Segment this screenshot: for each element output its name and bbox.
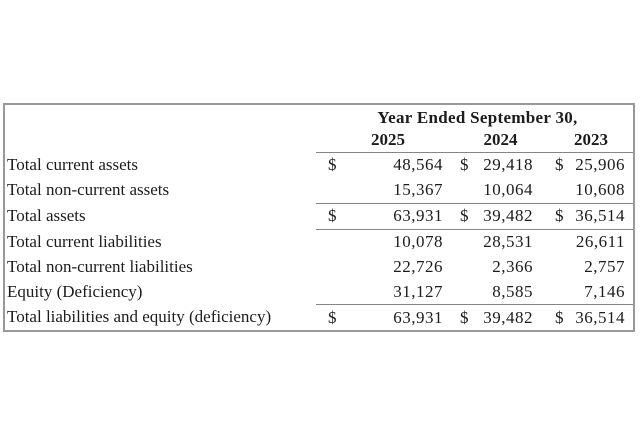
cell-value: 2,757 xyxy=(584,256,625,276)
cell-value: 29,418 xyxy=(483,155,533,175)
currency-symbol: $ xyxy=(460,155,469,175)
cell-2024: $39,482 xyxy=(450,204,541,229)
currency-symbol: $ xyxy=(328,155,337,175)
cell-2025: 22,726 xyxy=(316,254,450,279)
table-row-total-non-current-liabilities: Total non-current liabilities 22,726 2,3… xyxy=(5,254,633,279)
row-values: 31,127 8,585 7,146 xyxy=(316,279,633,304)
cell-value: 15,367 xyxy=(393,180,443,200)
cell-2023: $36,514 xyxy=(541,204,633,229)
table-row-total-assets: Total assets $63,931 $39,482 $36,514 xyxy=(5,202,633,230)
cell-2024: 8,585 xyxy=(450,279,541,304)
table-row-total-current-assets: Total current assets $48,564 $29,418 $25… xyxy=(5,153,633,178)
header-columns: Year Ended September 30, 2025 2024 2023 xyxy=(316,105,633,153)
row-values: 15,367 10,064 10,608 xyxy=(316,178,633,203)
currency-symbol: $ xyxy=(460,206,469,226)
cell-value: 2,366 xyxy=(492,256,533,276)
currency-symbol: $ xyxy=(555,307,564,327)
table-header: Year Ended September 30, 2025 2024 2023 xyxy=(5,105,633,153)
cell-2023: 10,608 xyxy=(541,178,633,203)
cell-value: 63,931 xyxy=(393,307,443,327)
cell-value: 36,514 xyxy=(575,307,625,327)
row-label: Total current liabilities xyxy=(7,232,162,251)
cell-2024: 28,531 xyxy=(450,230,541,255)
cell-value: 7,146 xyxy=(584,281,625,301)
table-row-total-current-liabilities: Total current liabilities 10,078 28,531 … xyxy=(5,230,633,255)
row-values: $63,931 $39,482 $36,514 xyxy=(316,202,633,230)
financial-summary-table: Year Ended September 30, 2025 2024 2023 … xyxy=(3,103,635,332)
row-label: Total current assets xyxy=(7,155,138,175)
currency-symbol: $ xyxy=(555,206,564,226)
row-values: 22,726 2,366 2,757 xyxy=(316,254,633,279)
row-label: Total non-current liabilities xyxy=(7,256,193,276)
cell-2025: $63,931 xyxy=(316,204,450,229)
cell-2023: 26,611 xyxy=(541,230,633,255)
column-header-year-2025: 2025 xyxy=(371,130,405,149)
cell-value: 10,608 xyxy=(575,180,625,200)
cell-value: 8,585 xyxy=(492,281,533,301)
cell-2023: $25,906 xyxy=(541,153,633,178)
cell-2025: 31,127 xyxy=(316,279,450,304)
row-label: Total assets xyxy=(7,206,86,226)
header-label-spacer xyxy=(5,105,316,153)
period-header: Year Ended September 30, xyxy=(377,108,578,127)
cell-2023: 7,146 xyxy=(541,279,633,304)
row-values: $48,564 $29,418 $25,906 xyxy=(316,153,633,178)
cell-2025: 15,367 xyxy=(316,178,450,203)
cell-value: 26,611 xyxy=(575,232,625,251)
column-header-year-2024: 2024 xyxy=(483,130,518,149)
currency-symbol: $ xyxy=(328,307,337,327)
cell-value: 10,078 xyxy=(393,232,443,251)
cell-value: 25,906 xyxy=(575,155,625,175)
currency-symbol: $ xyxy=(460,307,469,327)
table-row-equity-deficiency: Equity (Deficiency) 31,127 8,585 7,146 xyxy=(5,279,633,304)
cell-2024: 2,366 xyxy=(450,254,541,279)
cell-value: 39,482 xyxy=(483,307,533,327)
cell-value: 63,931 xyxy=(393,206,443,226)
cell-2025: 10,078 xyxy=(316,230,450,255)
row-values: 10,078 28,531 26,611 xyxy=(316,230,633,255)
row-label: Equity (Deficiency) xyxy=(7,281,143,301)
cell-2023: $36,514 xyxy=(541,305,633,330)
cell-value: 48,564 xyxy=(393,155,443,175)
row-values: $63,931 $39,482 $36,514 xyxy=(316,304,633,330)
cell-2025: $48,564 xyxy=(316,153,450,178)
cell-2024: $29,418 xyxy=(450,153,541,178)
table-row-total-non-current-assets: Total non-current assets 15,367 10,064 1… xyxy=(5,178,633,203)
cell-value: 39,482 xyxy=(483,206,533,226)
row-label: Total liabilities and equity (deficiency… xyxy=(7,307,272,327)
cell-value: 22,726 xyxy=(393,256,443,276)
table-row-total-liabilities-and-equity: Total liabilities and equity (deficiency… xyxy=(5,304,633,330)
currency-symbol: $ xyxy=(555,155,564,175)
column-header-year-2023: 2023 xyxy=(574,130,608,149)
cell-value: 28,531 xyxy=(483,232,533,251)
currency-symbol: $ xyxy=(328,206,337,226)
cell-value: 36,514 xyxy=(575,206,625,226)
cell-2023: 2,757 xyxy=(541,254,633,279)
cell-2024: 10,064 xyxy=(450,178,541,203)
cell-2025: $63,931 xyxy=(316,305,450,330)
cell-value: 31,127 xyxy=(393,281,443,301)
cell-value: 10,064 xyxy=(483,180,533,200)
row-label: Total non-current assets xyxy=(7,180,170,200)
year-headers-row: 2025 2024 2023 xyxy=(316,128,633,152)
cell-2024: $39,482 xyxy=(450,305,541,330)
